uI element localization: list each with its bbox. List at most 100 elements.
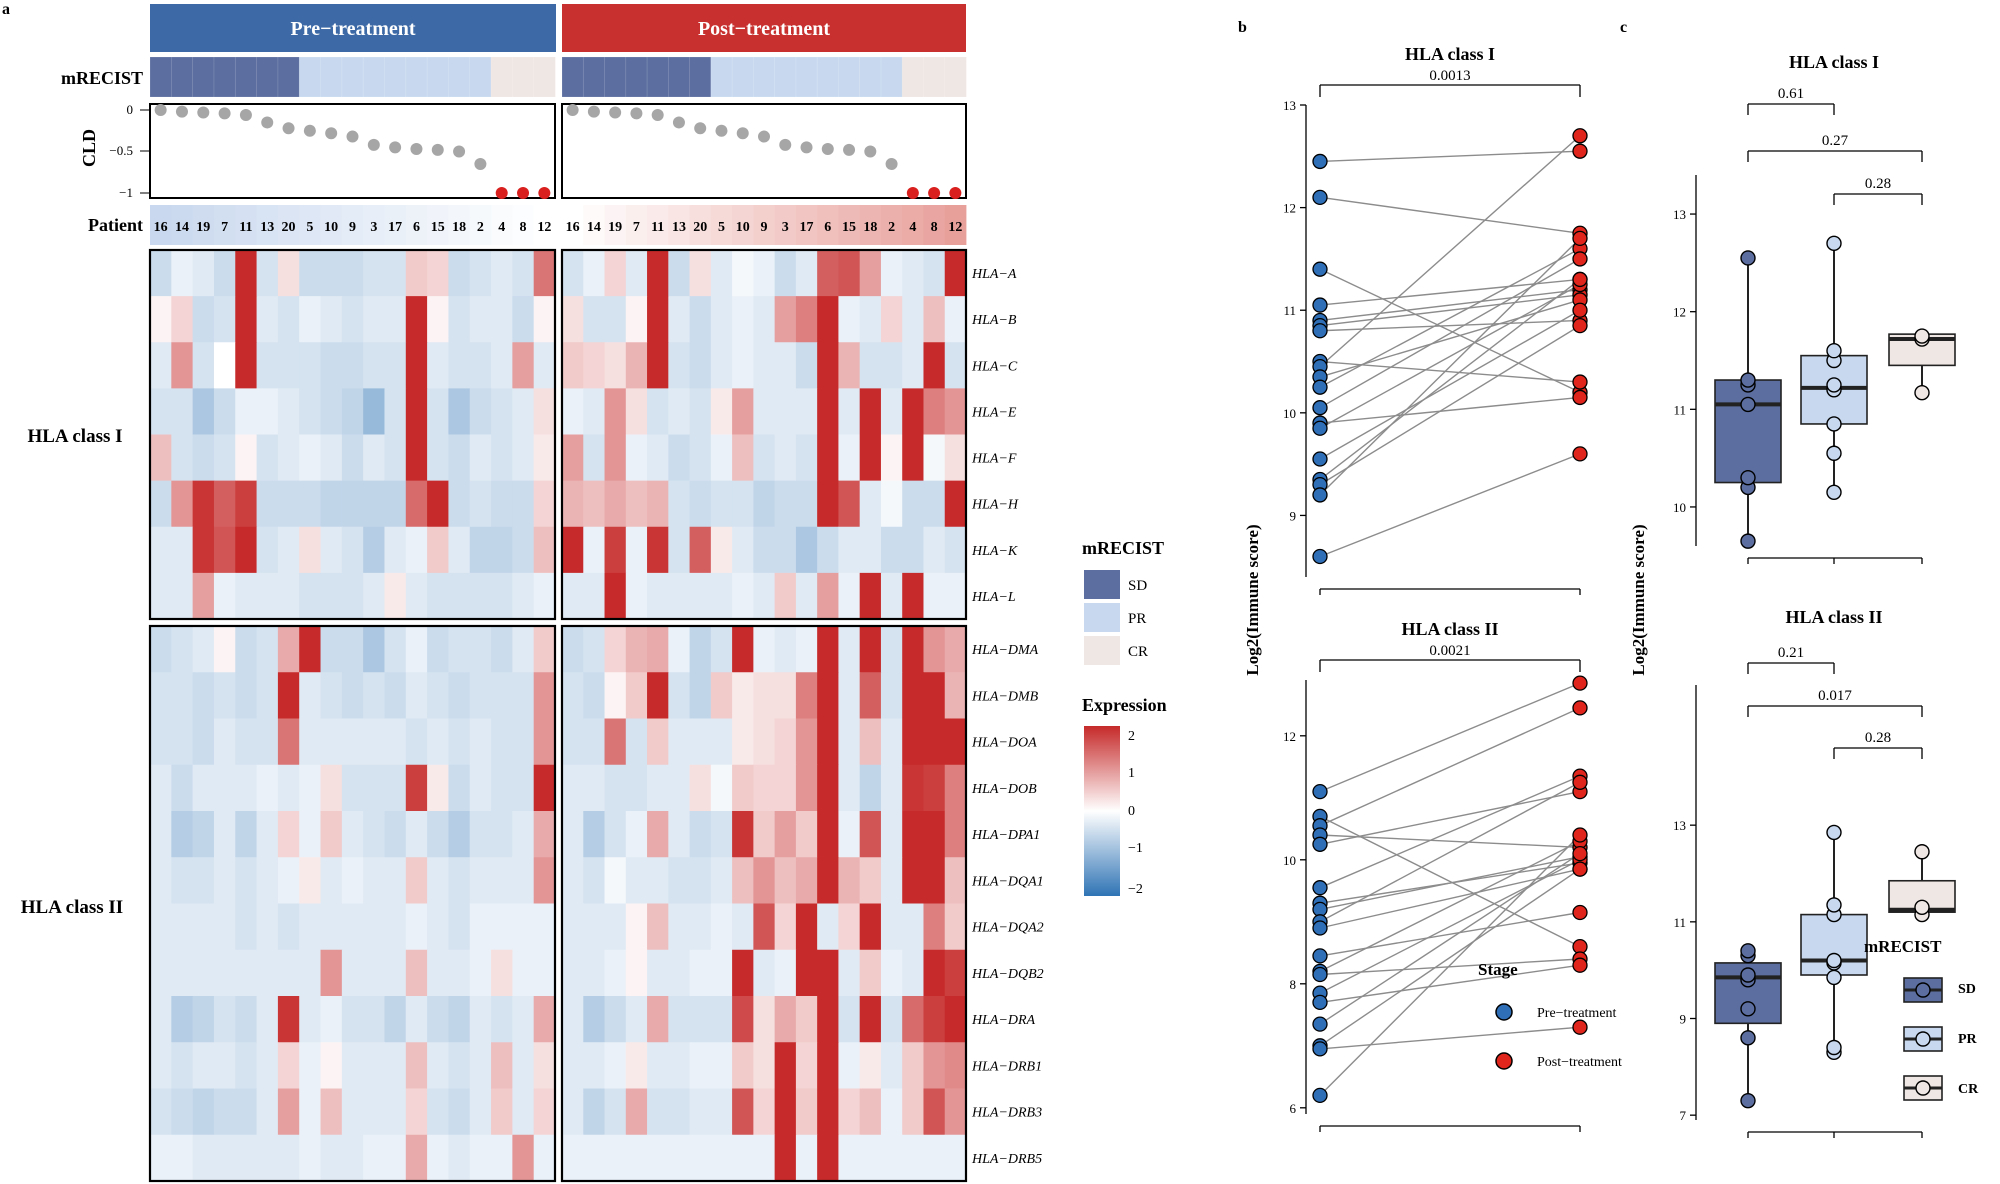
heat-cell-class2-post-r10-c15 (880, 1088, 903, 1136)
expr-tick-1: 1 (1128, 766, 1135, 781)
heat-cell-class1-pre-r3-c4 (235, 388, 258, 435)
mrecist-cell-pre-7 (213, 56, 236, 98)
heat-cell-class1-pre-r5-c17 (512, 480, 535, 528)
heat-cell-class2-pre-r0-c8 (320, 626, 343, 673)
pair-line-1 (1319, 815, 1581, 948)
y-tick-label-9: 9 (1680, 1012, 1687, 1027)
heat-cell-class2-pre-r0-c13 (427, 626, 449, 673)
heat-cell-class2-post-r3-c18 (944, 764, 967, 812)
heat-cell-class2-post-r3-c3 (625, 764, 648, 812)
cld-point-pre-8 (517, 187, 530, 199)
patient-id-post-16: 16 (566, 220, 580, 235)
heat-cell-class1-post-r1-c14 (859, 296, 882, 343)
legend-cr-swatch (1084, 636, 1120, 665)
box-legend-key-point-PR (1915, 1031, 1931, 1047)
heat-cell-class1-post-r4-c13 (838, 434, 861, 482)
heat-cell-class1-post-r7-c13 (838, 572, 861, 620)
heat-cell-class2-pre-r2-c9 (341, 718, 364, 766)
pre-point-4 (1312, 836, 1328, 852)
heat-cell-class2-pre-r3-c8 (320, 764, 343, 812)
heat-cell-class2-pre-r4-c16 (491, 811, 513, 858)
cld-point-post-2 (885, 157, 898, 170)
heat-cell-class1-post-r3-c9 (753, 388, 776, 435)
patient-cell-pre-5 (299, 205, 321, 245)
heat-cell-class2-pre-r1-c0 (150, 672, 172, 719)
pair-line-5 (1319, 294, 1581, 327)
patient-id-post-13: 13 (672, 220, 686, 235)
heat-cell-class1-pre-r3-c6 (277, 388, 300, 435)
heat-cell-class2-pre-r0-c4 (235, 626, 258, 673)
cld-point-post-5 (715, 124, 728, 137)
heat-cell-class1-post-r1-c12 (817, 296, 839, 343)
heat-cell-class1-pre-r0-c3 (213, 250, 236, 297)
mrecist-cell-pre-18 (448, 56, 471, 98)
heat-cell-class2-pre-r4-c7 (299, 811, 322, 858)
patient-cell-pre-9 (341, 205, 364, 245)
heat-cell-class2-pre-r6-c15 (469, 903, 492, 951)
heat-cell-class2-post-r7-c18 (944, 949, 967, 997)
patient-id-pre-13: 13 (260, 220, 274, 235)
cld-frame-post (561, 103, 967, 199)
mrecist-cell-pre-12 (533, 56, 556, 98)
heat-cell-class2-post-r6-c12 (817, 903, 839, 951)
heat-cell-class1-pre-r3-c11 (384, 388, 407, 435)
heat-cell-class2-post-r2-c3 (625, 718, 648, 766)
heat-cell-class2-post-r10-c9 (753, 1088, 776, 1136)
box-legend-cr-label: CR (1958, 1082, 1979, 1097)
comparison-p-1: 0.27 (1822, 133, 1849, 149)
heat-cell-class1-post-r4-c16 (902, 434, 924, 482)
heat-cell-class2-post-r7-c11 (795, 949, 818, 997)
heat-cell-class1-post-r1-c7 (710, 296, 733, 343)
y-tick-label-11: 11 (1673, 915, 1686, 930)
heat-cell-class1-post-r7-c0 (562, 572, 584, 620)
heat-cell-class2-post-r11-c11 (795, 1134, 818, 1182)
pre-point-18 (1312, 548, 1328, 565)
heat-cell-class2-post-r4-c11 (795, 811, 818, 858)
point-CR-1 (1914, 899, 1930, 916)
heat-cell-class1-pre-r5-c9 (341, 480, 364, 528)
heat-cell-class1-post-r5-c4 (647, 480, 669, 528)
pre-point-11 (1312, 400, 1328, 416)
heat-cell-class2-post-r3-c7 (710, 764, 733, 812)
heat-cell-class2-pre-r4-c4 (235, 811, 258, 858)
heat-cell-class2-post-r2-c11 (795, 718, 818, 766)
heat-cell-class2-post-r1-c15 (880, 672, 903, 719)
heat-cell-class1-post-r2-c8 (732, 342, 754, 389)
heat-cell-class2-post-r0-c2 (604, 626, 627, 673)
heat-cell-class2-post-r2-c17 (923, 718, 946, 766)
heat-cell-class1-post-r7-c7 (710, 572, 733, 620)
mrecist-legend: mRECIST SD PR CR (1082, 538, 1164, 665)
heat-cell-class2-post-r4-c4 (647, 811, 669, 858)
heat-cell-class1-pre-r4-c6 (277, 434, 300, 482)
heat-cell-class2-pre-r8-c1 (171, 996, 194, 1043)
post-point-15 (1572, 845, 1588, 862)
heat-cell-class1-post-r5-c17 (923, 480, 946, 528)
mrecist-cell-pre-5 (298, 56, 322, 98)
heat-cell-class1-pre-r6-c17 (512, 526, 535, 574)
heat-cell-class1-pre-r2-c1 (171, 342, 194, 389)
heat-cell-class2-pre-r10-c15 (469, 1088, 492, 1136)
heat-cell-class2-post-r3-c9 (753, 764, 776, 812)
heat-cell-class1-post-r4-c4 (647, 434, 669, 482)
heat-cell-class1-pre-r6-c16 (491, 526, 513, 574)
heat-cell-class1-pre-r2-c0 (150, 342, 172, 389)
heat-cell-class1-post-r3-c17 (923, 388, 946, 435)
heat-cell-class2-post-r11-c0 (562, 1134, 584, 1182)
heat-cell-class1-pre-r6-c12 (405, 526, 428, 574)
heat-cell-class1-pre-r3-c17 (512, 388, 535, 435)
heat-cell-class2-post-r7-c15 (880, 949, 903, 997)
heat-cell-class1-post-r0-c4 (647, 250, 669, 297)
heat-cell-class2-post-r11-c5 (668, 1134, 691, 1182)
cld-tick-neg-1: −1 (119, 185, 133, 200)
patient-id-pre-12: 12 (537, 220, 551, 235)
p-value-label: 0.0013 (1429, 68, 1470, 84)
heat-cell-class1-post-r2-c7 (710, 342, 733, 389)
patient-cell-pre-16 (150, 205, 172, 245)
heat-cell-class2-post-r8-c2 (604, 996, 627, 1043)
heat-cell-class2-post-r0-c5 (668, 626, 691, 673)
patient-id-pre-14: 14 (175, 220, 189, 235)
heat-cell-class1-post-r0-c18 (944, 250, 967, 297)
heat-cell-class2-pre-r6-c8 (320, 903, 343, 951)
pair-line-11 (1319, 840, 1581, 973)
